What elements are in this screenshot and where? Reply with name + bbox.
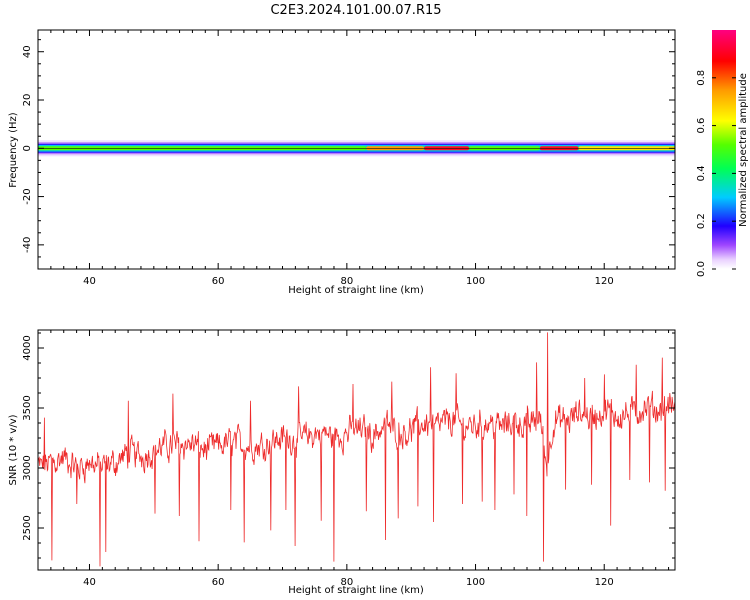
spectrogram-y-tick-label: 0 <box>22 145 33 151</box>
colorbar-tick-label: 0.4 <box>696 165 707 181</box>
colorbar: 0.0 0.2 0.4 0.6 0.8 Normalized spectral ampl… <box>696 30 749 277</box>
snr-series-line <box>38 332 675 567</box>
colorbar-tick-label: 0.6 <box>696 118 707 134</box>
snr-frame <box>37 329 676 571</box>
snr-x-tick-label: 60 <box>212 577 225 588</box>
snr-x-tick-label: 80 <box>340 577 353 588</box>
snr-axes: 40 60 80 100 120 2500 3000 3500 4000 <box>22 330 675 588</box>
snr-y-label: SNR (10 * v/v) <box>8 414 19 485</box>
snr-y-tick-label: 3500 <box>22 395 33 420</box>
spectrogram-x-tick-label: 80 <box>340 276 353 287</box>
colorbar-tick-label: 0.0 <box>696 261 707 277</box>
spectrogram-y-tick-label: 20 <box>22 94 33 107</box>
snr-x-tick-label: 40 <box>83 577 96 588</box>
snr-y-tick-label: 3000 <box>22 455 33 480</box>
snr-y-tick-label: 4000 <box>22 335 33 360</box>
spectrogram-panel: 40 60 80 100 120 -40 -20 0 20 40 Height of straig… <box>8 29 676 296</box>
spectrogram-y-label: Frequency (Hz) <box>8 112 19 188</box>
spectrogram-y-tick-label: 40 <box>22 45 33 58</box>
figure-title: C2E3.2024.101.00.07.R15 <box>270 3 441 18</box>
spectrogram-band <box>38 140 675 157</box>
spectrogram-x-tick-label: 120 <box>595 276 614 287</box>
colorbar-gradient <box>712 30 736 269</box>
spectrogram-x-label: Height of straight line (km) <box>288 285 424 296</box>
colorbar-label: Normalized spectral amplitude <box>738 73 749 227</box>
spectrogram-x-tick-label: 40 <box>83 276 96 287</box>
snr-panel: 40 60 80 100 120 2500 3000 3500 4000 Height of s… <box>8 329 676 596</box>
spectrogram-axes: 40 60 80 100 120 -40 -20 0 20 40 <box>22 30 675 287</box>
spectrogram-y-tick-label: -20 <box>22 188 33 204</box>
snr-y-tick-label: 2500 <box>22 515 33 540</box>
spectrogram-frame <box>37 29 676 270</box>
snr-x-tick-label: 100 <box>466 577 485 588</box>
snr-x-tick-label: 120 <box>595 577 614 588</box>
snr-x-label: Height of straight line (km) <box>288 585 424 596</box>
spectrogram-x-tick-label: 60 <box>212 276 225 287</box>
colorbar-ticks: 0.0 0.2 0.4 0.6 0.8 <box>696 70 736 277</box>
spectrogram-y-tick-label: -40 <box>22 237 33 253</box>
spectrogram-x-tick-label: 100 <box>466 276 485 287</box>
colorbar-tick-label: 0.2 <box>696 213 707 229</box>
colorbar-tick-label: 0.8 <box>696 70 707 86</box>
